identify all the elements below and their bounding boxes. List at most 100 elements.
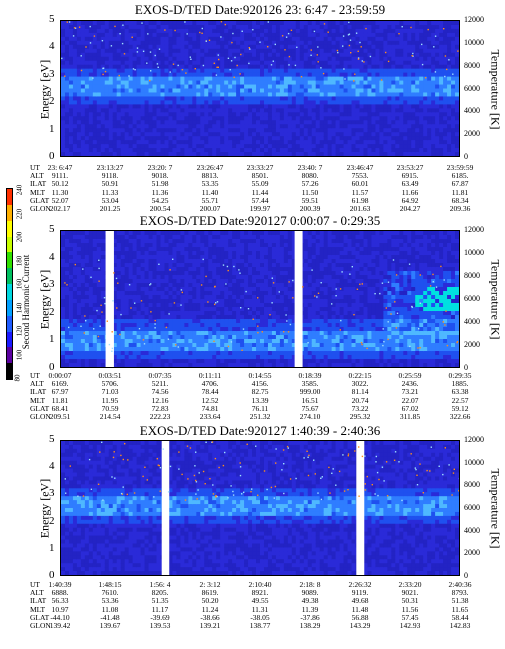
spectrogram-cell — [88, 124, 94, 129]
spectrogram-cell — [184, 231, 189, 236]
spectrogram-cell — [307, 52, 313, 58]
spectrogram-cell — [319, 100, 325, 105]
spectrogram-cell — [263, 76, 269, 82]
spectrogram-cell — [64, 323, 70, 328]
spectrogram-cell — [375, 92, 380, 98]
spectrogram-cell — [367, 48, 373, 54]
spectrogram-cell — [104, 92, 110, 98]
spectrogram-cell — [228, 52, 233, 58]
spectrogram-cell — [140, 319, 146, 324]
spectrogram-cell — [212, 299, 217, 304]
temperature-point — [169, 71, 171, 73]
spectrogram-cell — [132, 327, 138, 332]
spectrogram-cell — [248, 112, 253, 117]
spectrogram-cell — [419, 40, 424, 46]
temperature-point — [365, 27, 367, 30]
spectrogram-cell — [335, 112, 341, 117]
temperature-point — [89, 25, 91, 28]
spectrogram-cell — [455, 68, 459, 74]
spectrogram-cell — [180, 128, 185, 133]
spectrogram-cell — [383, 56, 388, 62]
spectrogram-cell — [160, 315, 166, 320]
spectrogram-cell — [443, 136, 448, 141]
spectrogram-cell — [327, 68, 333, 74]
spectrogram-cell — [192, 60, 197, 66]
temperature-point — [249, 48, 251, 50]
spectrogram-cell — [299, 21, 305, 26]
spectrogram-cell — [140, 48, 146, 54]
spectrogram-cell — [240, 104, 245, 109]
spectrogram-cell — [451, 44, 456, 50]
spectrogram-cell — [84, 287, 90, 292]
spectrogram-cell — [208, 52, 213, 58]
spectrogram-cell — [61, 275, 66, 280]
spectrogram-cell — [172, 311, 178, 316]
spectrogram-cell — [375, 48, 380, 54]
spectrogram-cell — [443, 88, 448, 94]
spectrogram-cell — [323, 152, 329, 156]
spectrogram-cell — [331, 24, 337, 30]
spectrogram-cell — [104, 40, 110, 46]
spectrogram-cell — [248, 140, 253, 145]
spectrogram-cell — [291, 148, 297, 153]
spectrogram-cell — [423, 112, 428, 117]
spectrogram-cell — [164, 96, 170, 102]
spectrogram-cell — [124, 144, 130, 149]
spectrogram-cell — [152, 100, 158, 105]
spectrogram-cell — [156, 331, 162, 336]
spectrogram-cell — [184, 100, 189, 105]
spectrogram-cell — [339, 108, 345, 113]
spectrogram-cell — [148, 251, 154, 256]
spectrogram-cell — [343, 88, 349, 94]
spectrogram-cell — [188, 327, 193, 332]
spectrogram-cell — [411, 128, 416, 133]
spectrogram-cell — [180, 48, 185, 54]
spectrogram-cell — [244, 40, 249, 46]
spectrogram-cell — [351, 108, 357, 113]
temperature-point — [310, 54, 312, 56]
spectrogram-cell — [311, 136, 317, 141]
spectrogram-cell — [375, 40, 380, 46]
spectrogram-cell — [160, 128, 166, 133]
spectrogram-cell — [335, 100, 341, 105]
spectrogram-cell — [96, 231, 102, 236]
spectrogram-cell — [220, 104, 225, 109]
spectrogram-cell — [379, 100, 384, 105]
spectrogram-cell — [156, 40, 162, 46]
spectrogram-cell — [184, 36, 189, 42]
spectrogram-cell — [371, 32, 377, 38]
spectrogram-cell — [184, 335, 189, 340]
spectrogram-cell — [212, 100, 217, 105]
spectrogram-cell — [252, 52, 257, 58]
spectrogram-cell — [168, 355, 174, 360]
spectrogram-cell — [216, 32, 221, 38]
spectrogram-cell — [252, 152, 257, 156]
spectrogram-cell — [212, 136, 217, 141]
spectrogram-cell — [204, 96, 209, 102]
spectrogram-cell — [200, 295, 205, 300]
spectrogram-cell — [228, 112, 233, 117]
spectrogram-cell — [263, 80, 269, 86]
spectrogram-cell — [188, 60, 193, 66]
spectrogram-cell — [383, 88, 388, 94]
spectrogram-cell — [188, 128, 193, 133]
spectrogram-cell — [176, 140, 181, 145]
spectrogram-cell — [208, 128, 213, 133]
orbit-value: 53.04 — [101, 195, 119, 205]
spectrogram-cell — [439, 96, 444, 102]
spectrogram-cell — [439, 64, 444, 70]
temperature-point — [248, 62, 250, 65]
spectrogram-cell — [80, 84, 86, 90]
spectrogram-cell — [415, 148, 420, 153]
spectrogram-cell — [120, 299, 126, 304]
spectrogram-cell — [279, 116, 285, 121]
spectrogram-cell — [212, 239, 217, 244]
spectrogram-cell — [212, 72, 217, 78]
spectrogram-cell — [267, 24, 273, 30]
spectrogram-cell — [295, 152, 301, 156]
spectrogram-cell — [387, 76, 392, 82]
spectrogram-cell — [176, 72, 181, 78]
spectrogram-cell — [232, 112, 237, 117]
spectrogram-cell — [128, 40, 134, 46]
spectrogram-cell — [455, 56, 459, 62]
